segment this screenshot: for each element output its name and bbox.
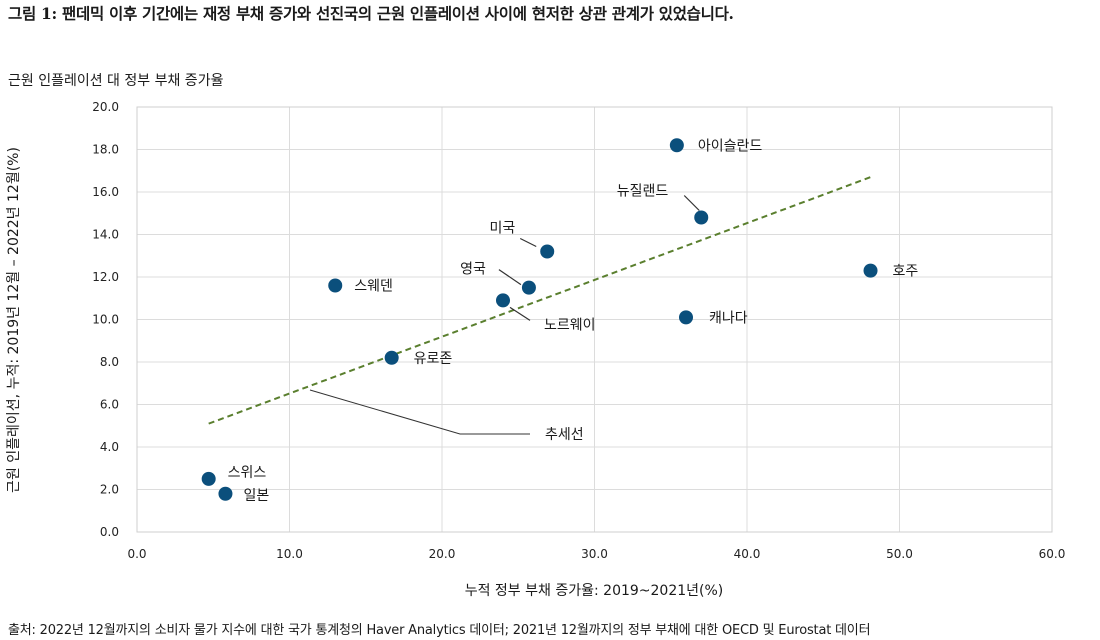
point-label: 일본 xyxy=(243,488,269,504)
x-tick-label: 10.0 xyxy=(276,547,303,561)
leader-lines xyxy=(309,195,700,435)
trendline-group xyxy=(208,176,871,425)
data-point xyxy=(679,310,693,325)
x-tick-label: 20.0 xyxy=(429,547,456,561)
data-point xyxy=(863,263,878,278)
plot-frame xyxy=(136,106,1053,533)
x-tick-label: 40.0 xyxy=(734,547,761,561)
point-label: 영국 xyxy=(460,262,486,278)
point-label: 호주 xyxy=(893,264,919,280)
source-note: 출처: 2022년 12월까지의 소비자 물가 지수에 대한 국가 통계청의 H… xyxy=(8,623,871,638)
point-label: 캐나다 xyxy=(709,310,748,326)
data-point xyxy=(218,486,233,501)
y-axis-title: 근원 인플레이션, 누적: 2019년 12월 – 2022년 12월(%) xyxy=(6,147,22,493)
point-label: 노르웨이 xyxy=(544,317,596,333)
trendline xyxy=(208,176,871,425)
data-points xyxy=(201,138,878,501)
trendline-label: 추세선 xyxy=(545,427,584,443)
x-tick-label: 30.0 xyxy=(581,547,608,561)
data-point xyxy=(669,138,684,153)
point-label: 미국 xyxy=(489,221,515,237)
x-tick-label: 60.0 xyxy=(1039,547,1066,561)
data-point xyxy=(201,471,216,486)
y-tick-label: 12.0 xyxy=(92,270,119,284)
label-leader-line xyxy=(498,269,522,286)
x-axis-title: 누적 정부 부채 증가율: 2019~2021년(%) xyxy=(465,583,724,599)
data-point xyxy=(521,280,536,295)
label-leader-line xyxy=(519,237,537,248)
data-point xyxy=(384,350,399,365)
tick-labels: 0.0 2.0 4.0 6.0 8.0 10.0 12.0 14.0 16.0 18.0 20.0 0… xyxy=(92,100,1065,561)
data-point xyxy=(328,278,343,293)
trendline-callout-line xyxy=(309,389,530,435)
point-label: 아이슬란드 xyxy=(698,138,763,154)
y-tick-label: 4.0 xyxy=(100,440,119,454)
figure-title: 그림 1: 팬데믹 이후 기간에는 재정 부채 증가와 선진국의 근원 인플레이… xyxy=(8,4,734,23)
point-label: 뉴질랜드 xyxy=(617,184,669,200)
y-tick-label: 10.0 xyxy=(92,313,119,327)
x-tick-label: 0.0 xyxy=(127,547,146,561)
chart-subtitle: 근원 인플레이션 대 정부 부채 증가율 xyxy=(8,73,224,89)
y-tick-label: 6.0 xyxy=(100,398,119,412)
x-tick-label: 50.0 xyxy=(886,547,913,561)
y-tick-label: 20.0 xyxy=(92,100,119,114)
grid-lines xyxy=(136,106,1053,533)
y-tick-label: 2.0 xyxy=(100,483,119,497)
y-tick-label: 16.0 xyxy=(92,185,119,199)
y-tick-label: 0.0 xyxy=(100,525,119,539)
label-leader-line xyxy=(509,306,531,321)
y-tick-label: 8.0 xyxy=(100,355,119,369)
data-point xyxy=(694,210,709,225)
label-leader-line xyxy=(683,195,700,211)
point-label: 스위스 xyxy=(228,465,267,481)
y-tick-label: 18.0 xyxy=(92,143,119,157)
point-label: 유로존 xyxy=(414,351,453,367)
data-point xyxy=(496,293,510,308)
data-point xyxy=(540,244,555,259)
y-tick-label: 14.0 xyxy=(92,228,119,242)
point-label: 스웨덴 xyxy=(354,279,393,295)
